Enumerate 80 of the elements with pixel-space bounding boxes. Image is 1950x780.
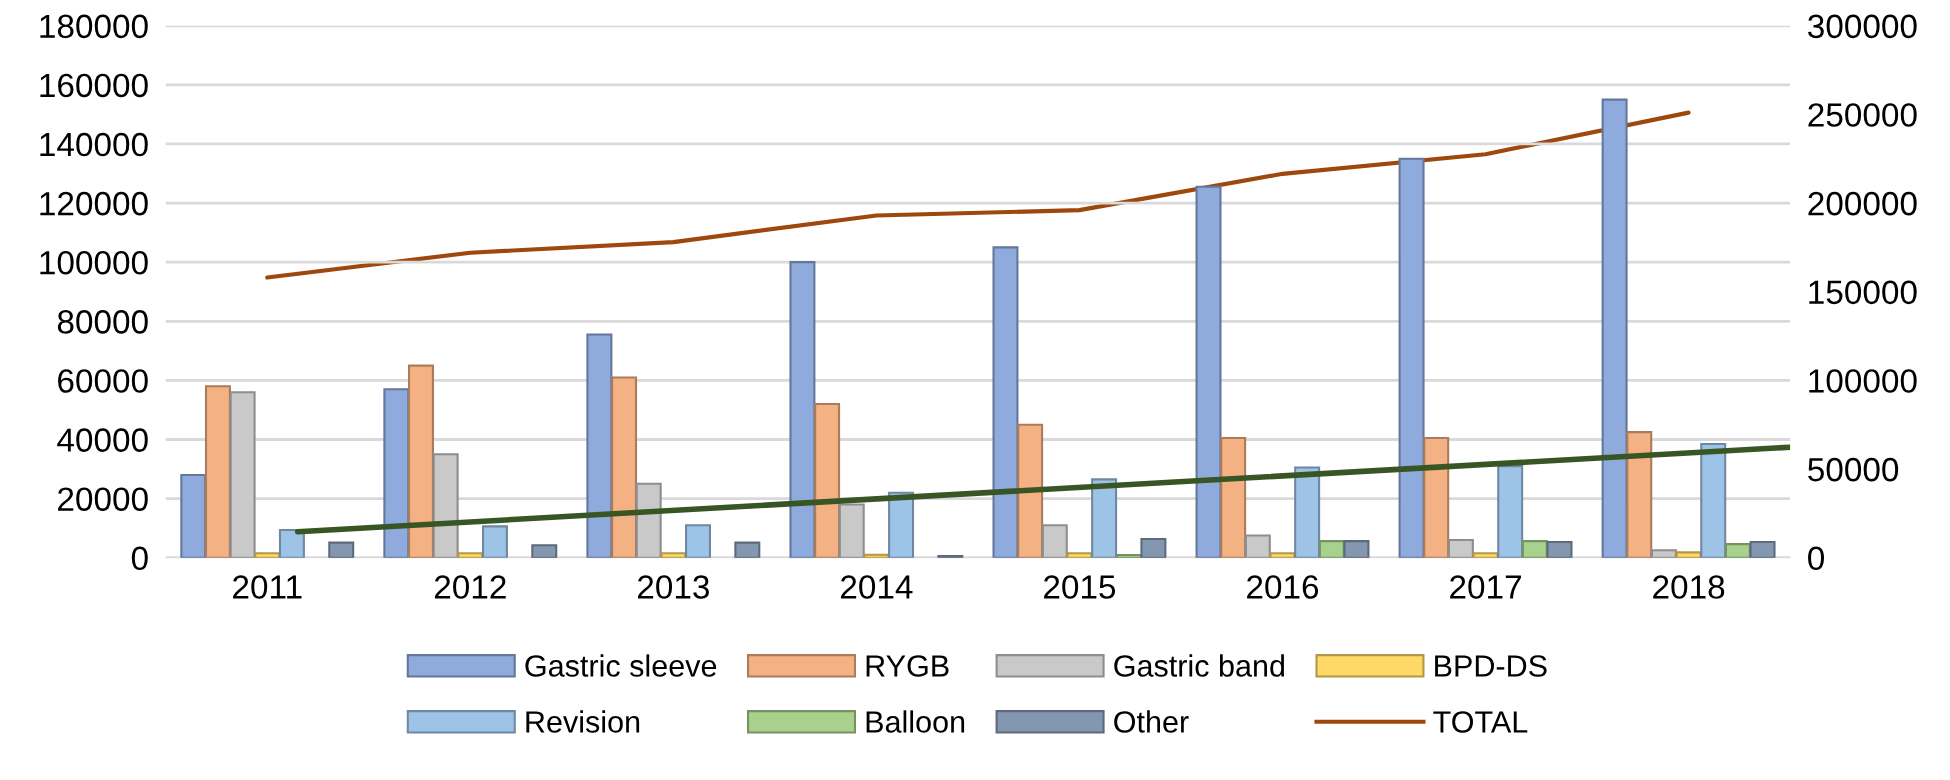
y-tick-label: 180000 bbox=[40, 14, 148, 39]
y2-tick-label: 50000 bbox=[1808, 457, 1899, 482]
bar bbox=[1423, 436, 1450, 558]
y-tick-label: 100000 bbox=[40, 250, 148, 275]
bar bbox=[1497, 465, 1524, 558]
bar bbox=[611, 376, 638, 558]
x-tick-label: 2016 bbox=[1247, 575, 1319, 599]
bar bbox=[1601, 98, 1628, 558]
bar bbox=[586, 333, 613, 558]
bar bbox=[1195, 185, 1222, 558]
y2-tick-label: 300000 bbox=[1808, 14, 1917, 39]
bar bbox=[254, 552, 281, 558]
y2-tick-label: 200000 bbox=[1808, 191, 1917, 216]
bar bbox=[1447, 538, 1474, 558]
x-tick-label: 2017 bbox=[1450, 575, 1521, 599]
bar bbox=[408, 364, 434, 558]
bar bbox=[992, 246, 1019, 558]
legend-label: RYGB bbox=[866, 655, 949, 677]
bar bbox=[229, 391, 256, 558]
y-tick-label: 120000 bbox=[40, 191, 148, 216]
bar bbox=[383, 388, 410, 558]
bar bbox=[1546, 541, 1573, 558]
bar bbox=[814, 402, 841, 558]
y-tick-label: 140000 bbox=[40, 132, 148, 157]
legend-label: Revision bbox=[526, 710, 640, 733]
bar bbox=[734, 541, 761, 558]
y2-tick-label: 0 bbox=[1808, 546, 1824, 571]
y-tick-label: 40000 bbox=[57, 428, 148, 452]
bar bbox=[635, 482, 662, 558]
line-series bbox=[265, 110, 1691, 280]
bar bbox=[1398, 157, 1425, 558]
bar bbox=[660, 552, 687, 558]
y-tick-label: 160000 bbox=[40, 73, 148, 98]
bar bbox=[180, 473, 207, 558]
bar bbox=[1626, 431, 1653, 558]
bar bbox=[685, 524, 712, 558]
bar bbox=[1521, 540, 1548, 558]
x-tick-label: 2012 bbox=[434, 575, 506, 599]
bar bbox=[1220, 436, 1247, 558]
bar bbox=[278, 528, 305, 558]
y2-tick-label: 150000 bbox=[1809, 280, 1917, 305]
bar bbox=[1091, 478, 1118, 558]
y2-tick-label: 250000 bbox=[1808, 103, 1917, 127]
y2-tick-label: 100000 bbox=[1809, 369, 1917, 393]
bar bbox=[432, 453, 459, 558]
bar bbox=[789, 261, 816, 558]
bar bbox=[1724, 543, 1751, 558]
x-tick-label: 2018 bbox=[1653, 575, 1725, 599]
bar bbox=[1140, 538, 1167, 558]
bar bbox=[1017, 423, 1044, 558]
bar bbox=[1318, 540, 1345, 558]
bar bbox=[328, 541, 355, 558]
bar bbox=[481, 525, 508, 558]
x-tick-label: 2015 bbox=[1044, 575, 1116, 599]
bar bbox=[1269, 552, 1296, 558]
y-tick-label: 0 bbox=[131, 546, 148, 571]
legend-label: Other bbox=[1114, 710, 1189, 733]
legend-label: Gastric band bbox=[1114, 654, 1284, 677]
bar bbox=[1066, 552, 1093, 558]
bar bbox=[531, 544, 558, 558]
legend-label: Gastric sleeve bbox=[525, 654, 717, 677]
bar bbox=[457, 552, 484, 558]
y-tick-label: 20000 bbox=[58, 487, 148, 511]
x-tick-label: 2014 bbox=[841, 575, 913, 599]
bar bbox=[1343, 540, 1370, 558]
bar bbox=[1650, 549, 1677, 558]
bar bbox=[838, 503, 865, 558]
y-tick-label: 80000 bbox=[57, 310, 148, 334]
bar bbox=[1041, 524, 1068, 558]
bar bbox=[204, 385, 231, 558]
bar bbox=[1700, 442, 1727, 558]
legend-label: TOTAL bbox=[1433, 711, 1528, 733]
x-tick-label: 2011 bbox=[233, 575, 302, 599]
y-tick-label: 60000 bbox=[58, 369, 148, 393]
legend-label: Balloon bbox=[866, 710, 965, 733]
bar bbox=[1294, 466, 1321, 558]
bar bbox=[1749, 541, 1776, 558]
x-tick-label: 2013 bbox=[637, 575, 709, 599]
legend-label: BPD-DS bbox=[1435, 655, 1547, 677]
bar bbox=[1244, 534, 1271, 558]
